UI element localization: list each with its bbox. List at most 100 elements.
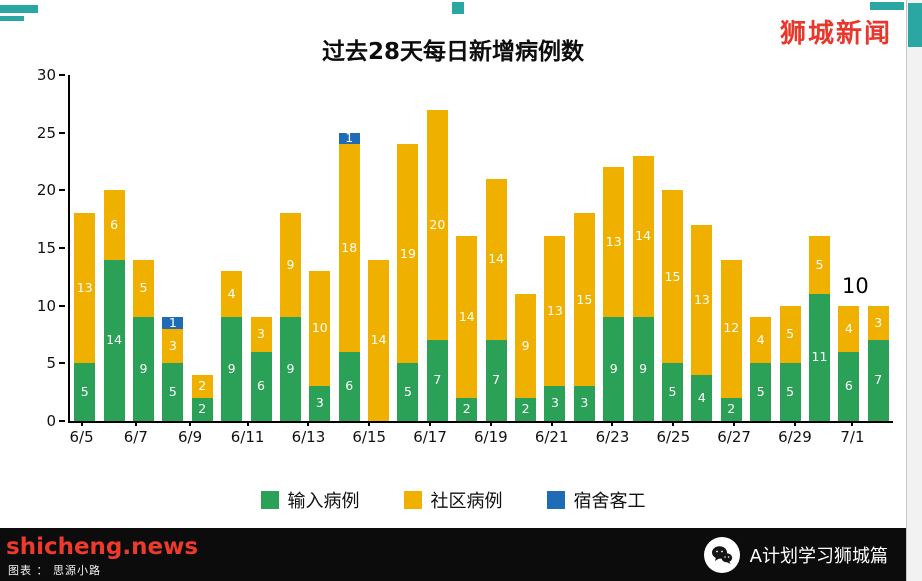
bar-slot: 4 13 xyxy=(687,75,716,421)
bar-value-label: 2 xyxy=(198,401,207,417)
bar-value-label: 9 xyxy=(639,360,648,376)
bar-value-label: 9 xyxy=(521,337,530,353)
stacked-bar: 7 20 xyxy=(426,109,448,421)
bar-value-label: 2 xyxy=(462,401,471,417)
bar-segment-community: 4 xyxy=(750,317,772,364)
bar-segment-community: 3 xyxy=(250,317,272,352)
frame-top-center-square xyxy=(452,2,464,14)
bar-slot: 3 15 xyxy=(570,75,599,421)
bar-segment-community: 14 xyxy=(632,155,654,318)
bar-value-label: 3 xyxy=(315,395,324,411)
x-tick-spacer xyxy=(508,428,535,446)
x-tick-spacer xyxy=(264,428,291,446)
bar-value-label: 4 xyxy=(844,320,853,336)
x-tick-label: 6/13 xyxy=(291,421,326,446)
scrollbar-thumb[interactable] xyxy=(908,3,922,47)
bar-value-label: 6 xyxy=(844,378,853,394)
bar-value-label: 9 xyxy=(286,360,295,376)
frame-corner-top-left-bar2 xyxy=(0,16,24,21)
stacked-bar: 3 10 xyxy=(309,271,331,421)
bar-slot: 6 18 1 xyxy=(335,75,364,421)
bar-value-label: 7 xyxy=(433,372,442,388)
bar-segment-imported: 6 xyxy=(338,351,360,421)
bar-segment-community: 13 xyxy=(603,167,625,318)
bar-segment-imported: 3 xyxy=(573,386,595,421)
stacked-bar: 4 13 xyxy=(691,224,713,421)
bar-segment-imported: 14 xyxy=(103,259,125,421)
x-tick-spacer xyxy=(751,428,778,446)
bar-value-label: 11 xyxy=(811,349,828,365)
bar-segment-community: 3 xyxy=(162,328,184,364)
bar-value-label: 14 xyxy=(106,332,123,348)
bar-segment-community: 13 xyxy=(74,213,96,364)
x-tick-spacer xyxy=(569,428,596,446)
legend-item-dorm: 宿舍客工 xyxy=(546,487,646,513)
frame-corner-top-left-bar1 xyxy=(0,5,38,13)
x-tick-label: 6/25 xyxy=(656,421,691,446)
bar-segment-imported: 5 xyxy=(74,363,96,421)
bar-segment-community: 13 xyxy=(691,224,713,375)
bar-value-label: 13 xyxy=(546,303,563,319)
bar-value-label: 6 xyxy=(257,378,265,394)
bar-segment-imported: 9 xyxy=(132,317,154,421)
x-tick-label: 6/5 xyxy=(69,421,94,446)
chart-title: 过去28天每日新增病例数 xyxy=(321,39,584,65)
latest-total-annotation: 10 xyxy=(842,274,869,298)
stacked-bar: 6 18 1 xyxy=(338,130,360,421)
bar-value-label: 10 xyxy=(311,320,328,336)
legend-swatch-imported xyxy=(260,491,279,509)
stacked-bar: 5 15 xyxy=(662,190,683,421)
bar-slot: 5 19 xyxy=(393,75,422,421)
bar-segment-community: 15 xyxy=(573,213,595,387)
bar-value-label: 12 xyxy=(723,320,740,336)
scrollbar[interactable] xyxy=(906,0,922,581)
bar-value-label: 4 xyxy=(756,332,765,348)
stacked-bar: 2 14 xyxy=(456,236,478,421)
frame-corner-top-right-bar xyxy=(870,2,904,10)
bar-segment-community: 14 xyxy=(368,259,390,421)
stacked-bar: 3 15 xyxy=(573,213,595,421)
bar-value-label: 5 xyxy=(786,326,795,342)
x-tick-label: 6/11 xyxy=(230,421,265,446)
legend-swatch-dorm xyxy=(546,491,565,509)
bar-slot: 14 xyxy=(364,75,393,421)
plot-area: 5 13 14 6 9 5 5 3 1 2 2 9 4 6 3 9 9 3 10 6 18 1 14 5 19 7 20 2 14 7 14… xyxy=(68,75,893,423)
bar-segment-dorm: 1 xyxy=(162,316,184,329)
bar-segment-community: 6 xyxy=(103,190,125,260)
bar-value-label: 1 xyxy=(345,130,354,146)
bar-segment-imported: 7 xyxy=(867,340,889,421)
bar-segment-community: 5 xyxy=(808,236,830,295)
bar-segment-community: 9 xyxy=(279,213,301,318)
bar-value-label: 15 xyxy=(664,268,681,284)
bar-slot: 3 10 xyxy=(305,75,334,421)
x-axis-labels: 6/5 6/7 6/9 6/11 6/13 6/15 6/17 6/19 6/21 6/23 6/2… xyxy=(68,421,893,446)
bar-value-label: 5 xyxy=(404,383,412,399)
bar-segment-imported: 9 xyxy=(603,317,625,421)
site-brand: 狮城新闻 xyxy=(779,19,892,49)
bar-segment-imported: 5 xyxy=(779,363,801,421)
stacked-bar: 14 xyxy=(368,259,390,421)
bar-value-label: 18 xyxy=(341,239,358,255)
stacked-bar: 3 13 xyxy=(544,236,566,421)
bar-value-label: 9 xyxy=(227,360,236,376)
bar-value-label: 13 xyxy=(693,291,710,307)
x-tick-spacer xyxy=(204,428,231,446)
y-tick-label: 20 xyxy=(4,181,65,199)
stacked-bar: 9 14 xyxy=(632,155,654,421)
y-tick-label: 5 xyxy=(4,354,65,372)
bar-segment-community: 14 xyxy=(456,236,478,398)
stacked-bar: 5 3 1 xyxy=(162,316,184,421)
x-tick-label: 6/23 xyxy=(595,421,630,446)
stacked-bar: 9 13 xyxy=(603,167,625,421)
bar-value-label: 3 xyxy=(257,326,265,342)
bar-slot: 9 13 xyxy=(599,75,628,421)
bar-slot: 5 3 1 xyxy=(158,75,187,421)
legend-swatch-community xyxy=(403,491,422,509)
x-tick-spacer xyxy=(629,428,656,446)
